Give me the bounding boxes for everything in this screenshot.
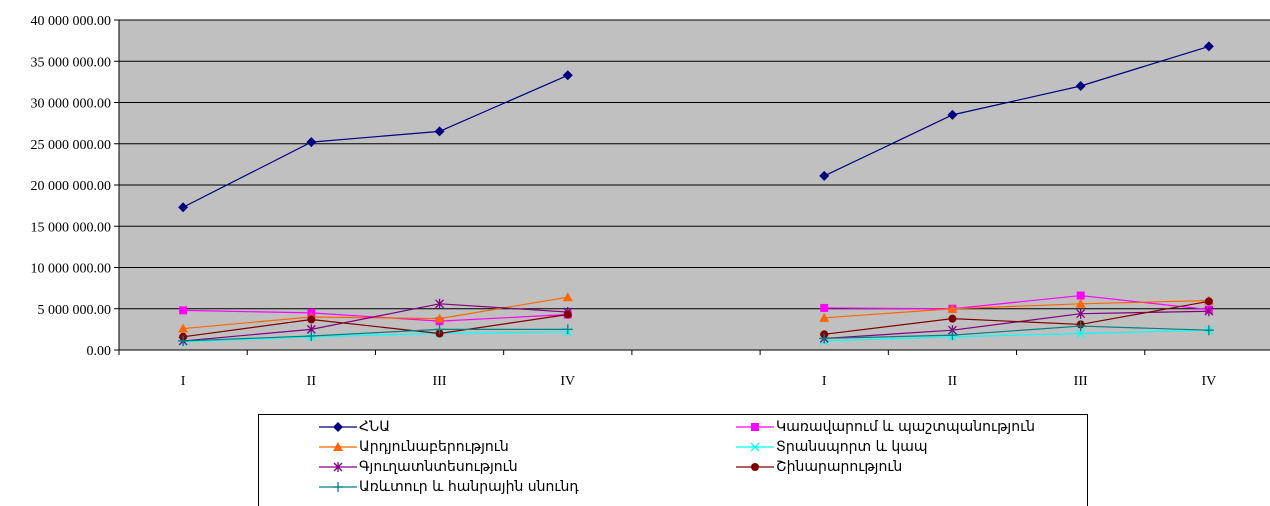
data-point (178, 202, 189, 213)
data-point (307, 315, 316, 324)
x-tick-label: II (307, 374, 317, 389)
legend-marker (751, 423, 759, 431)
y-tick-label: 20 000 000.00 (31, 179, 112, 194)
y-tick-label: 40 000 000.00 (31, 14, 112, 29)
data-point (306, 137, 317, 148)
series-line (823, 45, 1210, 177)
data-point (820, 303, 829, 312)
legend-label: Գյուղատնտեսություն (359, 459, 518, 475)
x-tick-label: IV (560, 374, 575, 389)
series-line (824, 325, 1209, 340)
data-point (178, 323, 189, 333)
legend-swatch-icon (319, 422, 357, 432)
data-point (562, 292, 573, 302)
data-point (1076, 291, 1085, 300)
y-tick-label: 0.00 (87, 344, 112, 359)
data-point (434, 313, 445, 323)
data-point (306, 330, 317, 341)
data-point (1076, 308, 1086, 319)
data-point (819, 170, 830, 181)
legend-item: Տրանսպորտ և կապ (736, 437, 928, 457)
x-tick-label: I (181, 374, 186, 389)
series-line (182, 74, 569, 208)
legend-swatch-icon (736, 463, 774, 471)
x-tick-label: I (822, 374, 827, 389)
legend-item: Կառավարում և պաշտպանություն (736, 417, 1035, 437)
data-point (1204, 306, 1214, 317)
data-point (562, 70, 573, 81)
series-line (824, 329, 1209, 342)
legend-label: Առևտուր և հանրային սնունդ (359, 479, 579, 495)
legend-swatch-icon (319, 482, 357, 492)
data-point (947, 330, 958, 341)
y-tick-label: 35 000 000.00 (31, 55, 112, 70)
legend-swatch-icon (736, 442, 774, 452)
series-line (824, 300, 1209, 335)
data-point (1203, 325, 1214, 336)
series-group (178, 41, 1214, 347)
legend-label: Շինարարություն (776, 459, 903, 475)
y-tick-label: 10 000 000.00 (31, 262, 112, 277)
data-point (1204, 297, 1213, 306)
series-6 (178, 321, 1214, 346)
legend-marker (333, 462, 343, 472)
line-chart: 0.00 5 000 000.00 10 000 000.00 15 000 000.… (31, 14, 1270, 389)
data-point (1075, 298, 1086, 308)
y-tick-label: 15 000 000.00 (31, 220, 112, 235)
legend-marker (750, 442, 760, 452)
x-tick-label: II (948, 374, 958, 389)
legend-label: Արդյունաբերություն (359, 439, 509, 455)
series-line (183, 303, 568, 342)
data-point (562, 324, 573, 335)
legend-marker (333, 422, 343, 432)
legend-marker (751, 463, 759, 471)
legend-item: Արդյունաբերություն (319, 437, 509, 457)
data-point (435, 298, 445, 309)
legend-label: Տրանսպորտ և կապ (776, 439, 928, 455)
data-point (1076, 329, 1086, 338)
legend-item: Շինարարություն (736, 457, 902, 477)
series-3 (178, 325, 1214, 347)
legend-item: Գյուղատնտեսություն (319, 457, 518, 477)
data-point (947, 109, 958, 120)
series-0 (178, 41, 1214, 213)
legend-item: Առևտուր և հանրային սնունդ (319, 477, 579, 497)
y-tick-label: 5 000 000.00 (38, 303, 112, 318)
data-point (434, 324, 445, 335)
legend-item: ՀՆԱ (319, 417, 390, 437)
y-tick-label: 30 000 000.00 (31, 97, 112, 112)
data-point (948, 314, 957, 323)
data-point (434, 126, 445, 137)
series-line (183, 313, 568, 338)
data-point (1203, 41, 1214, 52)
data-point (947, 303, 958, 313)
data-point (819, 312, 830, 322)
data-point (819, 333, 830, 344)
series-line (183, 328, 568, 342)
data-point (563, 310, 572, 319)
legend-swatch-icon (736, 423, 774, 431)
legend-marker (333, 442, 343, 451)
data-point (179, 306, 188, 315)
x-axis-ticks: I II III IV I II III IV (118, 350, 1216, 389)
legend: ՀՆԱ Կառավարում և պաշտպանություն Արդյունաբե… (258, 414, 1088, 506)
data-point (1075, 321, 1086, 332)
x-tick-label: III (1074, 374, 1088, 389)
data-point (178, 335, 189, 346)
data-point (1075, 81, 1086, 91)
legend-label: ՀՆԱ (359, 419, 390, 435)
gridlines (119, 60, 1270, 310)
legend-marker (333, 482, 343, 492)
series-line (824, 299, 1209, 319)
legend-swatch-icon (319, 442, 357, 451)
x-tick-label: IV (1201, 374, 1216, 389)
y-axis-ticks: 0.00 5 000 000.00 10 000 000.00 15 000 000.… (31, 14, 119, 359)
series-line (183, 331, 568, 343)
legend-label: Կառավարում և պաշտպանություն (776, 419, 1036, 435)
legend-swatch-icon (319, 462, 357, 472)
y-tick-label: 25 000 000.00 (31, 138, 112, 153)
x-tick-label: III (433, 374, 447, 389)
